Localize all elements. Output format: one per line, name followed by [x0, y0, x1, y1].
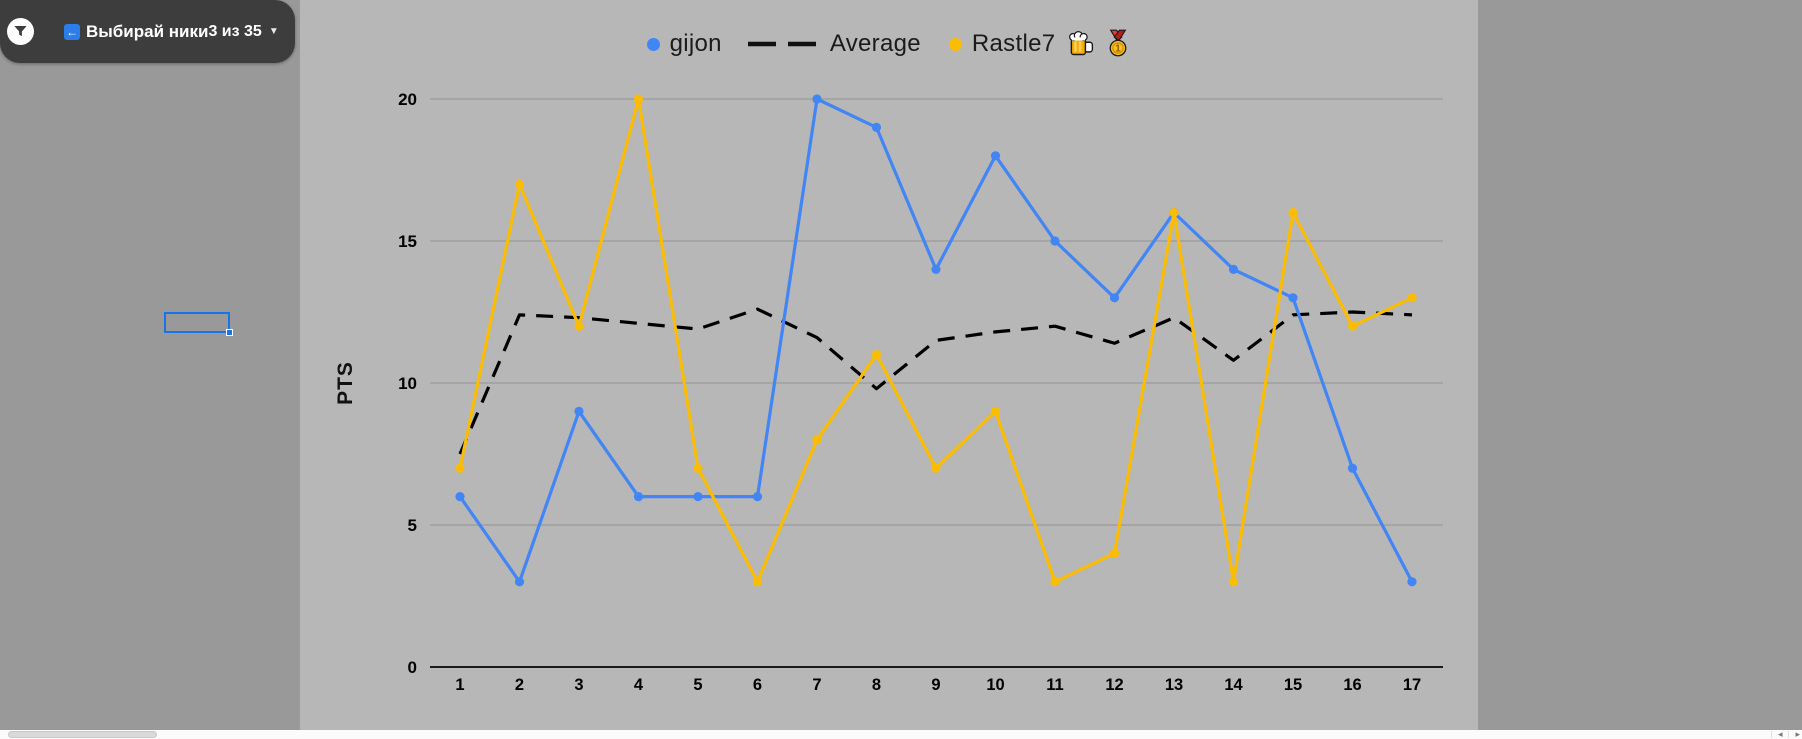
x-tick-label: 7 [812, 676, 821, 694]
data-point-gijon [990, 151, 1001, 161]
data-point-rastle7 [752, 577, 763, 587]
x-tick-label: 1 [455, 676, 464, 694]
series-line-rastle7 [458, 97, 1413, 584]
scrollbar-thumb[interactable] [8, 731, 157, 738]
x-tick-label: 4 [634, 676, 644, 694]
data-point-rastle7 [1288, 208, 1298, 218]
data-point-rastle7 [812, 435, 822, 445]
data-point-gijon [1288, 293, 1298, 303]
data-point-gijon [752, 492, 763, 502]
data-point-gijon [693, 492, 703, 502]
average-dash-icon [746, 35, 818, 53]
selection-count-dropdown[interactable]: 3 из 35 ▼ [208, 23, 278, 41]
rastle7-series-marker [948, 37, 962, 51]
data-point-gijon [812, 94, 822, 104]
selected-cell[interactable] [164, 312, 233, 336]
data-point-rastle7 [990, 406, 1001, 416]
x-tick-label: 2 [515, 676, 524, 694]
selection-count: 3 из 35 [208, 22, 262, 40]
scroll-right-arrow[interactable]: ▸ [1795, 729, 1800, 739]
x-tick-label: 12 [1105, 676, 1123, 694]
x-tick-label: 13 [1165, 676, 1183, 694]
filter-icon-button[interactable] [7, 18, 34, 45]
data-point-rastle7 [871, 350, 882, 360]
data-point-rastle7 [633, 94, 644, 104]
scrollbar-divider [1770, 731, 1772, 738]
x-tick-label: 14 [1224, 676, 1243, 694]
data-point-gijon [633, 492, 644, 502]
data-point-gijon [574, 406, 584, 416]
legend-label-average: Average [829, 30, 921, 57]
data-point-gijon [514, 577, 525, 587]
back-arrow-icon: ← [64, 23, 80, 40]
x-tick-label: 15 [1284, 676, 1302, 694]
data-point-gijon [455, 492, 465, 502]
data-point-rastle7 [693, 463, 703, 473]
dropdown-caret-icon: ▼ [268, 26, 279, 37]
data-point-rastle7 [574, 321, 584, 331]
data-point-gijon [1407, 577, 1417, 587]
x-tick-label: 9 [931, 676, 940, 694]
y-tick-label: 10 [398, 374, 417, 393]
x-tick-label: 5 [693, 676, 702, 694]
y-tick-label: 0 [408, 658, 417, 677]
chart-panel[interactable]: gijon Average Rastle7 [300, 0, 1478, 730]
data-point-gijon [1228, 264, 1239, 274]
data-point-gijon [871, 122, 882, 132]
x-tick-label: 3 [574, 676, 583, 694]
funnel-icon [13, 24, 28, 39]
x-tick-label: 17 [1403, 676, 1421, 694]
data-point-rastle7 [931, 463, 941, 473]
filter-header: ← Выбирай ники 3 из 35 ▼ [0, 0, 295, 63]
beer-icon [1067, 30, 1095, 58]
data-point-rastle7 [1407, 293, 1417, 303]
y-tick-label: 20 [398, 90, 417, 109]
gold-medal-icon: 1 [1105, 29, 1131, 59]
chart-legend: gijon Average Rastle7 [300, 24, 1478, 64]
data-point-rastle7 [1347, 321, 1358, 331]
data-point-rastle7 [1228, 577, 1239, 587]
data-point-gijon [1109, 293, 1120, 303]
fill-handle[interactable] [226, 329, 233, 336]
legend-label-gijon: gijon [669, 30, 722, 57]
gijon-series-marker [646, 37, 660, 51]
series-line-average [458, 307, 1413, 455]
x-tick-label: 11 [1046, 676, 1063, 694]
data-point-rastle7 [1109, 548, 1120, 559]
filter-title: Выбирай ники [86, 21, 209, 41]
horizontal-scrollbar[interactable]: ◂ ▸ [0, 730, 1802, 739]
data-point-gijon [1347, 463, 1358, 473]
data-point-gijon [931, 264, 941, 274]
x-tick-label: 8 [872, 676, 881, 694]
y-tick-label: 15 [398, 232, 417, 251]
y-axis-title: PTS [334, 361, 357, 405]
data-point-rastle7 [514, 179, 525, 189]
scrollbar-divider [1788, 731, 1790, 738]
series-line-gijon [458, 97, 1414, 584]
data-point-rastle7 [1169, 208, 1179, 218]
y-tick-label: 5 [408, 516, 417, 535]
data-point-rastle7 [455, 463, 465, 473]
scroll-left-arrow[interactable]: ◂ [1777, 729, 1783, 739]
data-point-gijon [1050, 236, 1060, 246]
x-tick-label: 6 [753, 676, 762, 694]
svg-text:1: 1 [1116, 44, 1122, 55]
x-tick-label: 16 [1343, 676, 1361, 694]
x-tick-label: 10 [986, 676, 1004, 694]
data-point-rastle7 [1050, 577, 1060, 587]
legend-label-rastle7: Rastle7 [971, 30, 1056, 57]
